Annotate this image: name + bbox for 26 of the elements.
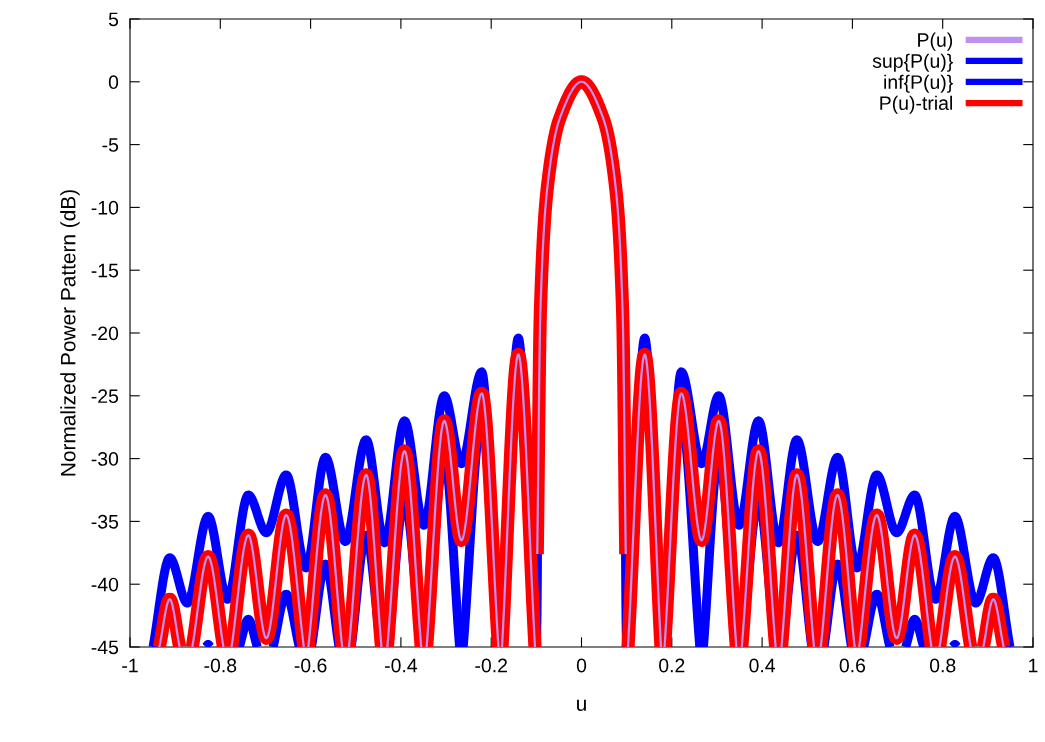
x-tick-label: 0.6: [839, 658, 866, 673]
y-tick-label: -5: [102, 138, 119, 152]
legend-label: sup{P(u)}: [872, 53, 953, 72]
y-tick-label: -45: [91, 640, 119, 655]
y-tick-label: -15: [91, 263, 119, 278]
x-tick-label: -0.8: [204, 658, 237, 673]
x-tick-label: 0.2: [659, 658, 685, 673]
y-tick-label: -40: [91, 577, 119, 592]
y-tick-label: -20: [91, 326, 119, 341]
x-tick-label: -0.4: [385, 658, 418, 673]
x-tick-label: -1: [122, 658, 138, 673]
y-tick-label: 5: [108, 12, 119, 27]
y-tick-label: -30: [91, 452, 119, 466]
x-tick-label: -0.6: [294, 658, 327, 673]
x-tick-label: 0.8: [929, 658, 956, 673]
y-tick-label: -10: [91, 200, 119, 215]
y-axis-title: Normalized Power Pattern (dB): [60, 190, 80, 476]
y-tick-label: -25: [91, 389, 119, 404]
y-tick-label: 0: [108, 75, 119, 90]
x-tick-label: 1: [1029, 658, 1038, 673]
x-tick-label: -0.2: [475, 658, 507, 673]
legend-label: P(u): [918, 32, 953, 51]
x-tick-label: 0.4: [749, 658, 776, 673]
y-tick-label: -35: [91, 514, 119, 529]
x-axis-title: u: [577, 699, 586, 711]
x-tick-label: 0: [576, 658, 587, 673]
